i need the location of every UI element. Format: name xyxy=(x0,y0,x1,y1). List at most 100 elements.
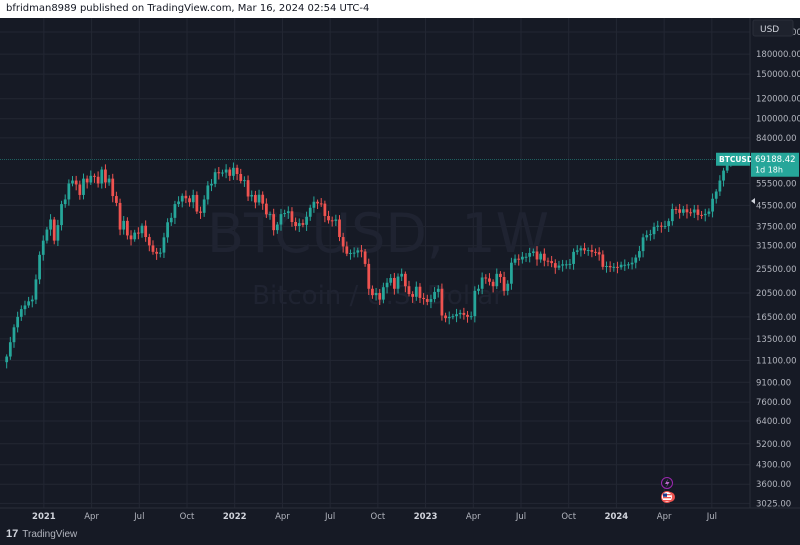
candle-body xyxy=(638,251,641,258)
candle-body xyxy=(575,250,579,252)
candle-body xyxy=(367,263,371,289)
candle-body xyxy=(85,178,89,183)
time-tick-label: Oct xyxy=(180,512,195,522)
candle-body xyxy=(323,203,327,216)
candle-body xyxy=(202,199,206,213)
candle-body xyxy=(444,315,447,319)
btcusd-candlestick-chart[interactable]: BTCUSD, 1W Bitcoin / U.S. Dollar 220000.… xyxy=(0,18,800,523)
us-flag-event-icon[interactable] xyxy=(661,491,676,503)
candle-body xyxy=(455,314,458,317)
time-tick-label: Oct xyxy=(561,512,576,522)
publish-header: bfridman8989 published on TradingView.co… xyxy=(0,0,800,18)
candle-body xyxy=(52,219,56,241)
currency-label: USD xyxy=(760,25,779,35)
candle-body xyxy=(169,217,173,223)
candle-body xyxy=(703,213,707,216)
scroll-marker-icon[interactable] xyxy=(751,198,755,204)
candle-body xyxy=(436,288,440,292)
time-axis[interactable]: 2021 Apr Jul Oct 2022 Apr Jul Oct 2023 Apr Jul Oct 2… xyxy=(32,512,717,522)
candle-body xyxy=(433,291,436,300)
candle-body xyxy=(513,258,517,263)
price-tick-label: 55500.00 xyxy=(756,179,797,189)
time-tick-label: Jul xyxy=(515,512,526,522)
candle-body xyxy=(594,251,597,253)
candle-body xyxy=(243,180,246,182)
candle-body xyxy=(177,201,180,205)
price-tag-bg xyxy=(751,152,799,177)
candle-body xyxy=(510,262,513,284)
candle-body xyxy=(579,248,583,251)
candle-body xyxy=(586,250,590,252)
candle-body xyxy=(144,225,148,238)
candle-body xyxy=(173,204,177,218)
candle-body xyxy=(447,316,451,319)
candle-body xyxy=(385,282,389,288)
candle-body xyxy=(616,266,619,268)
price-tick-label: 7600.00 xyxy=(756,398,791,408)
candle-body xyxy=(166,222,169,238)
candle-body xyxy=(652,226,656,235)
candle-body xyxy=(67,183,71,200)
candle-body xyxy=(561,264,564,266)
event-lightning-icon[interactable] xyxy=(661,477,673,489)
tradingview-brand: TradingView xyxy=(22,528,78,540)
candle-body xyxy=(89,175,93,183)
time-tick-label: 2023 xyxy=(414,512,438,522)
candle-body xyxy=(38,254,41,280)
candle-body xyxy=(722,170,725,181)
candle-body xyxy=(564,264,568,266)
candle-body xyxy=(140,225,144,234)
candle-body xyxy=(425,299,429,302)
candle-body xyxy=(605,266,608,268)
watermark-symbol: BTCUSD, 1W xyxy=(207,202,549,265)
candle-body xyxy=(334,219,338,221)
candle-body xyxy=(136,232,140,234)
candle-body xyxy=(257,194,261,203)
candle-body xyxy=(517,258,521,260)
candle-body xyxy=(305,216,308,225)
candle-body xyxy=(674,209,678,211)
candle-body xyxy=(418,286,422,298)
candle-body xyxy=(286,211,290,214)
price-tick-label: 16500.00 xyxy=(756,313,797,323)
candle-body xyxy=(634,257,638,263)
candle-body xyxy=(319,203,323,205)
candle-body xyxy=(341,237,345,247)
candle-body xyxy=(133,232,137,240)
candle-body xyxy=(451,316,455,318)
candle-body xyxy=(601,254,605,267)
candle-body xyxy=(608,266,612,268)
candle-body xyxy=(641,237,645,252)
candle-body xyxy=(360,250,363,252)
candle-body xyxy=(12,327,16,343)
candle-body xyxy=(462,312,466,315)
candle-body xyxy=(407,286,411,295)
price-tick-label: 84000.00 xyxy=(756,134,797,144)
candle-body xyxy=(111,178,115,197)
candle-body xyxy=(23,305,27,310)
price-tag-value: 69188.42 xyxy=(755,155,796,165)
candle-body xyxy=(389,277,393,283)
candle-body xyxy=(477,288,480,291)
time-tick-label: Jul xyxy=(706,512,717,522)
candle-body xyxy=(700,214,703,216)
currency-box[interactable] xyxy=(752,19,794,37)
candle-body xyxy=(316,201,319,204)
price-tick-label: 37500.00 xyxy=(756,223,797,233)
price-tick-label: 45500.00 xyxy=(756,201,797,211)
candle-body xyxy=(147,237,151,246)
price-tick-label: 5200.00 xyxy=(756,440,791,450)
candle-body xyxy=(488,278,491,282)
candle-body xyxy=(627,264,630,266)
price-tick-label: 100000.00 xyxy=(756,115,800,125)
candle-body xyxy=(649,234,652,236)
candle-body xyxy=(188,198,191,203)
time-tick-label: Apr xyxy=(84,512,99,522)
price-tick-label: 4300.00 xyxy=(756,461,791,471)
candle-body xyxy=(30,299,34,302)
candles xyxy=(5,155,733,369)
candle-body xyxy=(619,264,623,268)
candle-body xyxy=(71,180,74,184)
candle-body xyxy=(63,199,67,205)
time-tick-label: 2022 xyxy=(223,512,247,522)
